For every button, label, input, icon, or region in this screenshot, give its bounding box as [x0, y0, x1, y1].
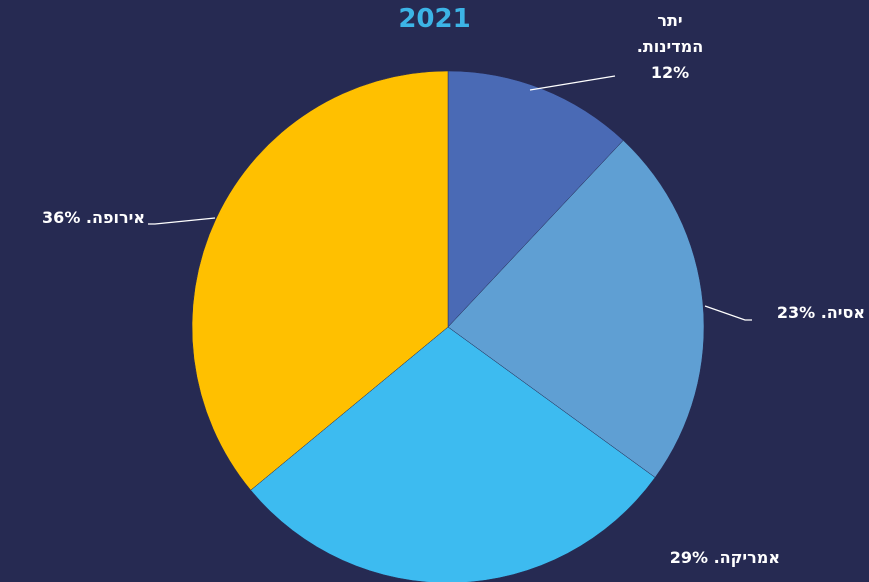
pie-slice	[191, 70, 449, 491]
leader-line	[148, 217, 216, 225]
chart-title: 2021	[398, 4, 471, 34]
data-label: אסיה. 23%	[776, 303, 865, 322]
data-label: אירופה. 36%	[42, 208, 145, 227]
pie-slice	[250, 326, 656, 582]
data-label: יתר המדינות. 12%	[636, 11, 704, 82]
pie-slice	[447, 140, 705, 478]
leader-line	[529, 75, 616, 91]
leader-line	[704, 305, 752, 321]
pie-slice	[447, 70, 624, 328]
data-label: אמריקה. 29%	[669, 548, 780, 567]
